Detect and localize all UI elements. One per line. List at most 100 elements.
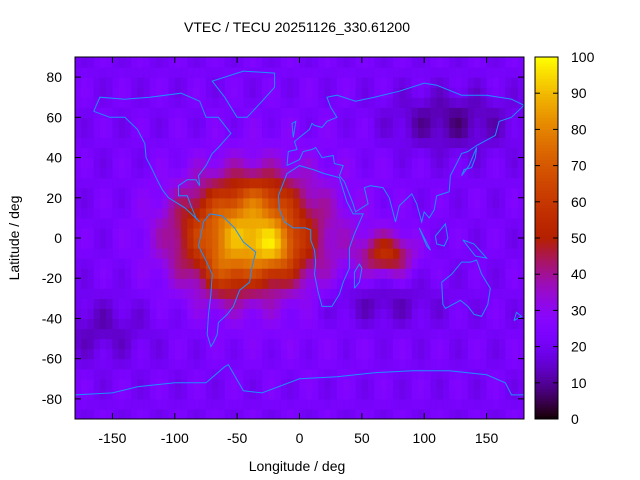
heat-cell	[517, 157, 524, 169]
heat-cell	[118, 308, 126, 320]
heat-cell	[106, 87, 114, 98]
heat-cell	[168, 67, 176, 78]
heat-cell	[205, 308, 213, 320]
heat-cell	[492, 147, 500, 159]
heat-cell	[505, 227, 513, 239]
heat-cell	[143, 67, 151, 78]
heat-cell	[255, 328, 263, 340]
heat-cell	[262, 268, 269, 279]
heat-cell	[505, 258, 513, 269]
heat-cell	[112, 167, 120, 179]
heat-cell	[480, 398, 488, 410]
heat-cell	[380, 298, 388, 309]
colorbar-segment	[535, 156, 558, 161]
heat-cell	[124, 127, 132, 139]
heat-cell	[149, 388, 157, 400]
heat-cell	[293, 278, 301, 289]
heat-cell	[430, 248, 438, 259]
heat-cell	[368, 197, 375, 209]
heat-cell	[336, 388, 344, 400]
heat-cell	[361, 398, 369, 410]
heat-cell	[393, 137, 400, 149]
heat-cell	[330, 368, 338, 380]
heat-cell	[386, 258, 394, 269]
heat-cell	[174, 408, 182, 419]
heat-cell	[262, 388, 269, 400]
heat-cell	[224, 87, 232, 98]
heat-cell	[99, 87, 107, 98]
heat-cell	[87, 227, 95, 239]
heat-cell	[442, 97, 450, 108]
heat-cell	[486, 338, 494, 350]
heat-cell	[106, 288, 114, 299]
heat-cell	[87, 197, 95, 209]
heat-cell	[361, 67, 369, 78]
heat-cell	[75, 97, 82, 108]
heat-cell	[355, 248, 363, 259]
heat-cell	[380, 117, 388, 128]
heat-cell	[131, 288, 138, 299]
x-tick-label: 50	[354, 430, 370, 446]
heat-cell	[467, 127, 475, 139]
heat-cell	[212, 227, 220, 239]
heat-cell	[430, 408, 438, 419]
heat-cell	[224, 157, 232, 169]
heat-cell	[442, 197, 450, 209]
heat-cell	[149, 338, 157, 350]
heat-cell	[193, 278, 201, 289]
heat-cell	[486, 77, 494, 88]
heat-cell	[361, 87, 369, 98]
heat-cell	[230, 197, 238, 209]
heat-cell	[149, 57, 157, 68]
heat-cell	[137, 67, 145, 78]
heat-cell	[87, 348, 95, 360]
heat-cell	[311, 187, 319, 199]
heat-cell	[417, 328, 425, 340]
heat-cell	[224, 348, 232, 360]
heat-cell	[268, 117, 276, 128]
heat-cell	[87, 328, 95, 340]
heat-cell	[149, 117, 157, 128]
heat-cell	[505, 358, 513, 370]
heat-cell	[393, 217, 400, 229]
heat-cell	[430, 207, 438, 219]
heat-cell	[517, 177, 524, 189]
heat-cell	[205, 67, 213, 78]
heat-cell	[349, 368, 357, 380]
heat-cell	[237, 308, 244, 320]
heat-cell	[318, 197, 326, 209]
colorbar-tick-label: 70	[571, 158, 587, 174]
heat-cell	[255, 298, 263, 309]
heat-cell	[249, 328, 257, 340]
heat-cell	[137, 288, 145, 299]
colorbar-segment	[535, 349, 558, 354]
colorbar-segment	[535, 81, 558, 85]
heat-cell	[268, 318, 276, 330]
heat-cell	[461, 67, 469, 78]
colorbar-segment	[535, 325, 558, 329]
heat-cell	[305, 408, 313, 419]
heat-cell	[442, 278, 450, 289]
heat-cell	[124, 238, 132, 249]
heat-cell	[424, 308, 432, 320]
heat-cell	[162, 127, 170, 139]
heat-cell	[118, 157, 126, 169]
heat-cell	[399, 107, 407, 118]
heat-cell	[474, 117, 481, 128]
heat-cell	[436, 217, 444, 229]
heat-cell	[480, 67, 488, 78]
heat-cell	[205, 57, 213, 68]
heat-cell	[243, 238, 251, 249]
heat-cell	[112, 248, 120, 259]
heat-cell	[112, 147, 120, 159]
heat-cell	[467, 398, 475, 410]
heat-cell	[299, 408, 307, 419]
heat-cell	[355, 87, 363, 98]
heat-cell	[430, 348, 438, 360]
heat-cell	[324, 408, 332, 419]
heat-cell	[131, 107, 138, 118]
heat-cell	[212, 147, 220, 159]
heat-cell	[368, 338, 375, 350]
heat-cell	[293, 358, 301, 370]
